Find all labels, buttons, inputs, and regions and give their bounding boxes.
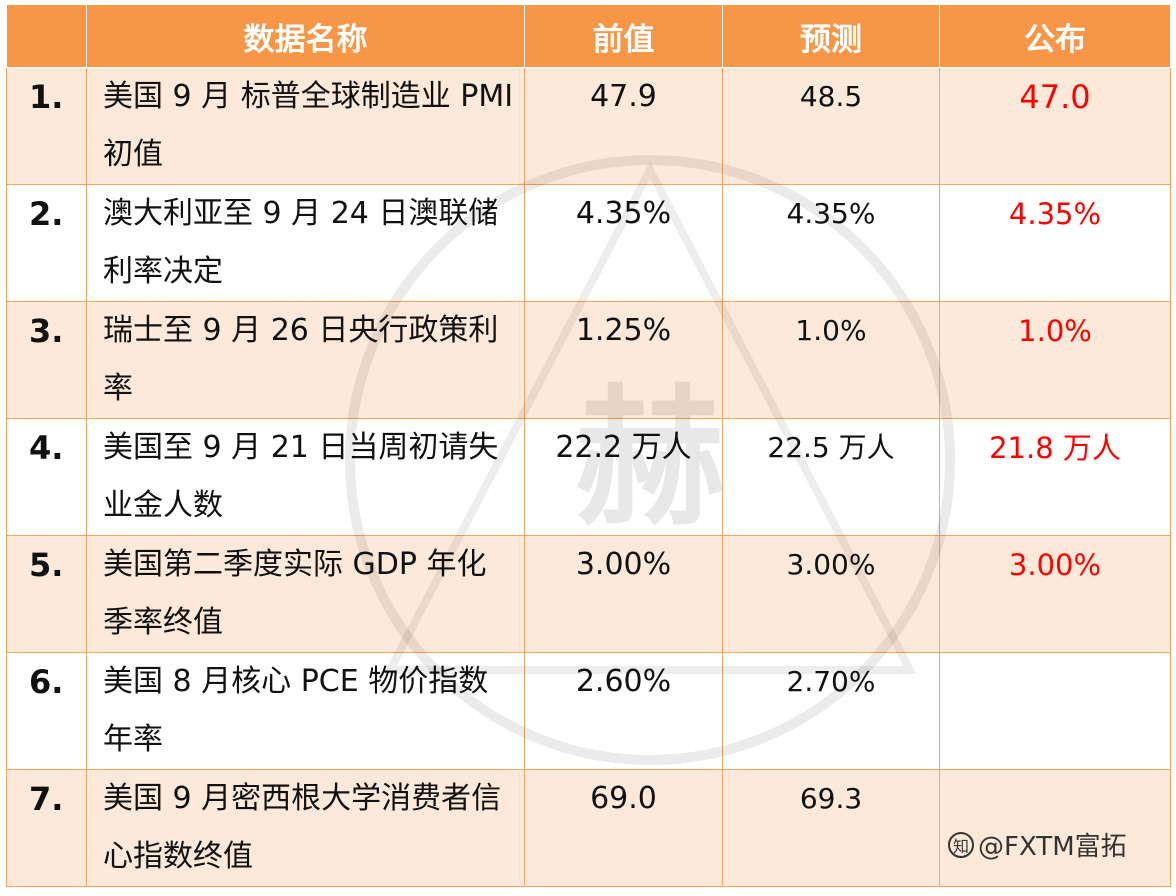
row-forecast: 4.35% — [722, 184, 940, 302]
row-number: 2. — [6, 184, 87, 302]
row-number: 5. — [6, 535, 87, 653]
table-row: 1. 美国 9 月 标普全球制造业 PMI 初值 47.9 48.5 47.0 — [6, 67, 1171, 185]
row-name: 美国 9 月 标普全球制造业 PMI 初值 — [86, 67, 525, 185]
row-previous: 69.0 — [524, 769, 723, 887]
row-number: 3. — [6, 301, 87, 419]
row-published: 1.0% — [939, 301, 1171, 419]
row-number: 6. — [6, 652, 87, 770]
source-credit: 知 @FXTM富拓 — [948, 826, 1127, 863]
row-published — [939, 652, 1171, 770]
credit-text: @FXTM富拓 — [978, 832, 1127, 862]
row-forecast: 22.5 万人 — [722, 418, 940, 536]
table-header-row: 数据名称 前值 预测 公布 — [6, 4, 1171, 68]
row-published — [939, 769, 1171, 887]
table-row: 7. 美国 9 月密西根大学消费者信心指数终值 69.0 69.3 — [6, 769, 1171, 887]
header-forecast: 预测 — [722, 4, 940, 68]
row-forecast: 69.3 — [722, 769, 940, 887]
header-num — [6, 4, 87, 68]
row-previous: 2.60% — [524, 652, 723, 770]
table-row: 3. 瑞士至 9 月 26 日央行政策利率 1.25% 1.0% 1.0% — [6, 301, 1171, 419]
row-number: 4. — [6, 418, 87, 536]
row-forecast: 48.5 — [722, 67, 940, 185]
header-previous: 前值 — [524, 4, 723, 68]
table-row: 6. 美国 8 月核心 PCE 物价指数年率 2.60% 2.70% — [6, 652, 1171, 770]
row-previous: 22.2 万人 — [524, 418, 723, 536]
table-row: 5. 美国第二季度实际 GDP 年化季率终值 3.00% 3.00% 3.00% — [6, 535, 1171, 653]
row-previous: 47.9 — [524, 67, 723, 185]
row-name: 瑞士至 9 月 26 日央行政策利率 — [86, 301, 525, 419]
row-name: 美国至 9 月 21 日当周初请失业金人数 — [86, 418, 525, 536]
row-name: 美国 9 月密西根大学消费者信心指数终值 — [86, 769, 525, 887]
table-row: 4. 美国至 9 月 21 日当周初请失业金人数 22.2 万人 22.5 万人… — [6, 418, 1171, 536]
row-name: 美国第二季度实际 GDP 年化季率终值 — [86, 535, 525, 653]
row-previous: 1.25% — [524, 301, 723, 419]
row-previous: 4.35% — [524, 184, 723, 302]
header-published: 公布 — [939, 4, 1171, 68]
row-forecast: 2.70% — [722, 652, 940, 770]
row-number: 1. — [6, 67, 87, 185]
row-published: 47.0 — [939, 67, 1171, 185]
economic-data-table: 数据名称 前值 预测 公布 1. 美国 9 月 标普全球制造业 PMI 初值 4… — [6, 4, 1171, 887]
row-number: 7. — [6, 769, 87, 887]
row-published: 3.00% — [939, 535, 1171, 653]
row-previous: 3.00% — [524, 535, 723, 653]
row-published: 4.35% — [939, 184, 1171, 302]
table-row: 2. 澳大利亚至 9 月 24 日澳联储利率决定 4.35% 4.35% 4.3… — [6, 184, 1171, 302]
row-published: 21.8 万人 — [939, 418, 1171, 536]
row-name: 美国 8 月核心 PCE 物价指数年率 — [86, 652, 525, 770]
row-forecast: 3.00% — [722, 535, 940, 653]
zhihu-icon: 知 — [948, 831, 974, 858]
header-name: 数据名称 — [86, 4, 525, 68]
row-name: 澳大利亚至 9 月 24 日澳联储利率决定 — [86, 184, 525, 302]
row-forecast: 1.0% — [722, 301, 940, 419]
